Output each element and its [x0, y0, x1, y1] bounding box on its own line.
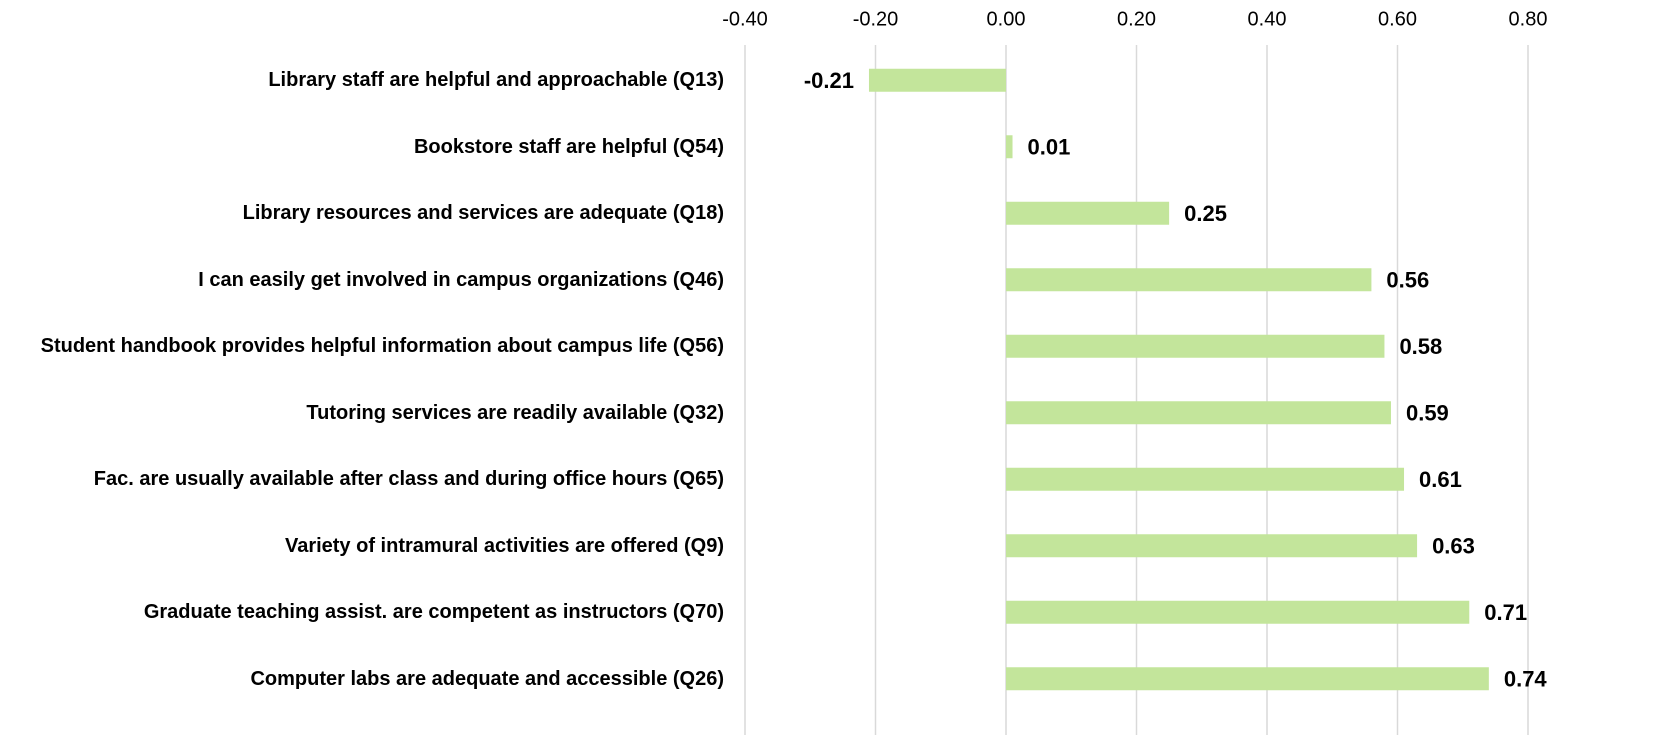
value-label: 0.58 [1399, 334, 1442, 359]
value-label: -0.21 [804, 68, 854, 93]
category-label: Fac. are usually available after class a… [93, 468, 724, 491]
value-label: 0.01 [1028, 135, 1071, 160]
bar [868, 68, 1006, 92]
bar [1006, 600, 1470, 624]
bar [1006, 667, 1489, 691]
category-label: Student handbook provides helpful inform… [40, 335, 724, 358]
bar [1006, 135, 1013, 159]
value-label: 0.56 [1386, 268, 1429, 293]
x-tick-label: 0.60 [1378, 8, 1417, 30]
category-label: Library staff are helpful and approachab… [268, 69, 724, 92]
x-tick-label: -0.40 [722, 8, 768, 30]
category-label: Tutoring services are readily available … [306, 401, 724, 424]
value-label: 0.71 [1484, 600, 1527, 625]
bar [1006, 334, 1385, 358]
category-label: Bookstore staff are helpful (Q54) [413, 135, 724, 158]
bar [1006, 201, 1170, 225]
value-label: 0.61 [1419, 467, 1462, 492]
bar [1006, 534, 1418, 558]
bar [1006, 467, 1405, 491]
category-label: Library resources and services are adequ… [242, 202, 724, 225]
value-label: 0.59 [1406, 401, 1449, 426]
bar [1006, 268, 1372, 292]
x-tick-label: 0.40 [1248, 8, 1287, 30]
value-label: 0.63 [1432, 534, 1475, 559]
value-label: 0.74 [1504, 667, 1548, 692]
x-tick-label: 0.80 [1509, 8, 1548, 30]
bar [1006, 401, 1391, 425]
value-label: 0.25 [1184, 201, 1227, 226]
category-label: Computer labs are adequate and accessibl… [250, 667, 724, 690]
category-label: Variety of intramural activities are off… [284, 534, 724, 557]
category-label: I can easily get involved in campus orga… [198, 268, 724, 291]
category-label: Graduate teaching assist. are competent … [143, 601, 724, 624]
x-tick-label: 0.20 [1117, 8, 1156, 30]
x-tick-label: 0.00 [987, 8, 1026, 30]
x-tick-label: -0.20 [853, 8, 899, 30]
